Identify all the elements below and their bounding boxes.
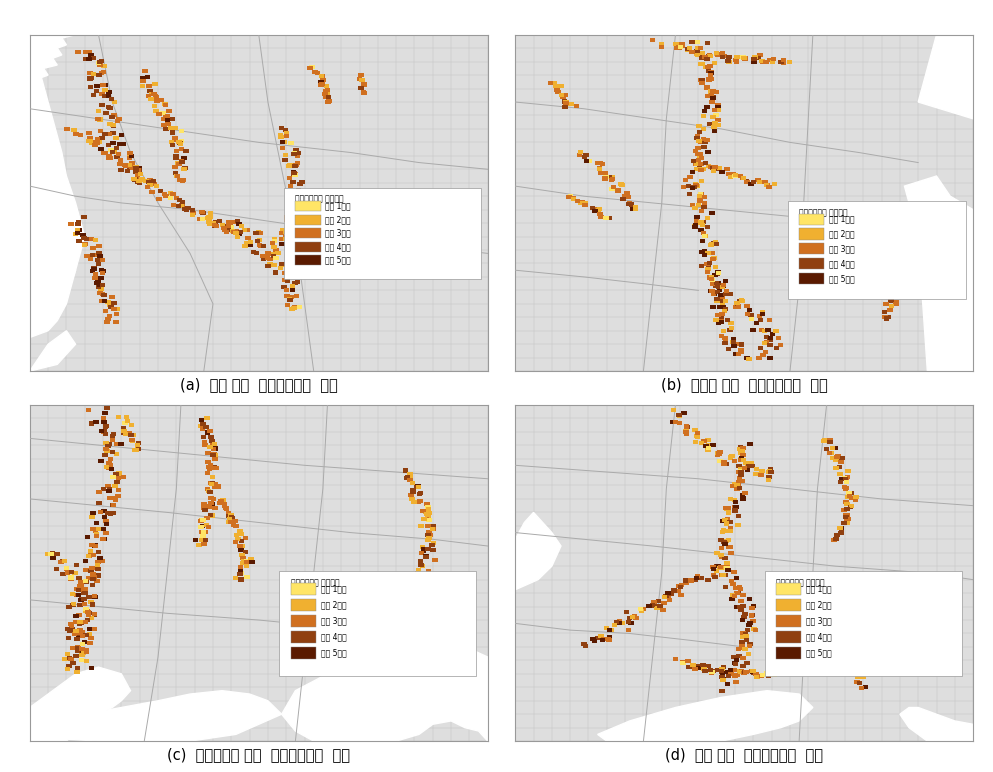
Text: 위험 5등급: 위험 5등급: [321, 648, 347, 658]
Polygon shape: [30, 35, 75, 85]
Polygon shape: [900, 707, 973, 741]
Text: 위험 3등급: 위험 3등급: [829, 244, 855, 253]
Polygon shape: [905, 176, 973, 371]
Polygon shape: [919, 35, 973, 119]
Text: 외수침수예측 위험등급: 외수침수예측 위험등급: [799, 208, 848, 217]
Text: 위험 2등급: 위험 2등급: [806, 601, 831, 609]
Polygon shape: [30, 330, 75, 371]
Bar: [777, 583, 801, 594]
Polygon shape: [30, 35, 84, 371]
Text: 위험 5등급: 위험 5등급: [806, 648, 832, 658]
Bar: [799, 214, 824, 225]
Text: 위험 1등급: 위험 1등급: [806, 584, 831, 593]
Text: 위험 1등급: 위험 1등급: [321, 584, 347, 593]
Text: 위험 3등급: 위험 3등급: [325, 229, 351, 238]
Polygon shape: [282, 640, 488, 741]
Text: 위험 2등급: 위험 2등급: [325, 215, 351, 224]
Bar: [799, 273, 824, 284]
Bar: [777, 599, 801, 611]
Text: 위험 4등급: 위험 4등급: [806, 632, 832, 642]
Bar: [291, 615, 316, 627]
Polygon shape: [515, 513, 561, 590]
Text: 위험 4등급: 위험 4등급: [321, 632, 347, 642]
Bar: [295, 255, 321, 265]
X-axis label: (c)  영산섬진강 권역  외수침수예측  결과: (c) 영산섬진강 권역 외수침수예측 결과: [167, 747, 351, 762]
Bar: [295, 215, 321, 225]
Text: 위험 4등급: 위험 4등급: [829, 259, 855, 268]
Bar: [291, 599, 316, 611]
Bar: [799, 243, 824, 255]
Bar: [295, 242, 321, 252]
Polygon shape: [30, 253, 75, 320]
Text: 위험 5등급: 위험 5등급: [325, 256, 351, 265]
FancyBboxPatch shape: [765, 571, 961, 676]
FancyBboxPatch shape: [279, 571, 477, 676]
Polygon shape: [598, 691, 813, 741]
Bar: [777, 647, 801, 659]
Text: 위험 3등급: 위험 3등급: [806, 617, 832, 625]
X-axis label: (d)  금강 권역  외수침수예측  결과: (d) 금강 권역 외수침수예측 결과: [665, 747, 823, 762]
Bar: [777, 631, 801, 643]
FancyBboxPatch shape: [787, 201, 966, 299]
Text: 위험 3등급: 위험 3등급: [321, 617, 347, 625]
Bar: [799, 258, 824, 269]
Text: 위험 2등급: 위험 2등급: [321, 601, 347, 609]
Bar: [295, 229, 321, 239]
Polygon shape: [30, 667, 130, 741]
Text: 외수침수예측 위험등급: 외수침수예측 위험등급: [295, 195, 344, 204]
Text: 위험 4등급: 위험 4등급: [325, 242, 351, 251]
Bar: [291, 647, 316, 659]
Text: 위험 1등급: 위험 1등급: [325, 201, 351, 211]
FancyBboxPatch shape: [284, 188, 481, 279]
Bar: [777, 615, 801, 627]
Polygon shape: [44, 691, 282, 741]
Text: 위험 1등급: 위험 1등급: [829, 215, 855, 224]
Bar: [799, 229, 824, 239]
Text: 위험 5등급: 위험 5등급: [829, 274, 855, 283]
Text: 외수침수예측 위험등급: 외수침수예측 위험등급: [777, 578, 825, 587]
X-axis label: (a)  한강 권역  외수침수예측  결과: (a) 한강 권역 외수침수예측 결과: [180, 377, 338, 391]
Text: 외수침수예측 위험등급: 외수침수예측 위험등급: [291, 578, 340, 587]
Bar: [295, 201, 321, 212]
X-axis label: (b)  낙동강 권역  외수침수예측  결과: (b) 낙동강 권역 외수침수예측 결과: [660, 377, 827, 391]
Text: 위험 2등급: 위험 2등급: [829, 229, 855, 239]
Bar: [291, 631, 316, 643]
Bar: [291, 583, 316, 594]
